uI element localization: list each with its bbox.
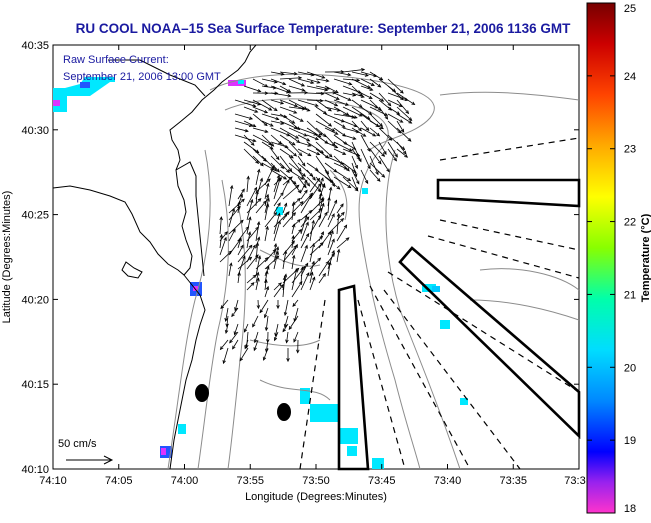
x-tick-label: 74:05 [105, 475, 133, 487]
sst-patch [362, 188, 368, 194]
sst-patch [53, 100, 60, 106]
map-title: RU COOL NOAA–15 Sea Surface Temperature:… [76, 21, 571, 36]
radar-station-marker [277, 403, 291, 421]
y-tick-label: 40:10 [21, 464, 49, 476]
sst-patch [178, 424, 186, 434]
sst-patch [338, 428, 358, 444]
x-tick-label: 74:10 [39, 475, 67, 487]
sst-patch [440, 320, 450, 329]
y-tick-label: 40:20 [21, 294, 49, 306]
colorbar-tick-label: 18 [624, 503, 636, 515]
colorbar-tick-label: 23 [624, 144, 636, 156]
x-tick-label: 73:55 [236, 475, 264, 487]
sst-patch [347, 446, 357, 456]
colorbar-label: Temperature (°C) [640, 213, 651, 302]
current-label-line1: Raw Surface Current: [63, 54, 169, 66]
colorbar-tick-label: 20 [624, 362, 636, 374]
x-axis-label: Longitude (Degrees:Minutes) [245, 491, 387, 503]
current-label-line2: September 21, 2006 13:00 GMT [63, 71, 221, 83]
x-tick-label: 73:45 [368, 475, 396, 487]
x-tick-label: 73:35 [499, 475, 527, 487]
colorbar-tick-label: 21 [624, 289, 636, 301]
sst-patch [310, 404, 338, 422]
scale-arrow-label: 50 cm/s [58, 438, 97, 450]
y-tick-label: 40:25 [21, 210, 49, 222]
sst-patch [432, 286, 440, 292]
x-tick-label: 73:40 [434, 475, 462, 487]
colorbar-tick-label: 19 [624, 435, 636, 447]
x-tick-label: 73:50 [302, 475, 330, 487]
y-tick-label: 40:35 [21, 40, 49, 52]
colorbar-tick-label: 22 [624, 217, 636, 229]
radar-station-marker [195, 384, 209, 402]
y-axis-label: Latitude (Degrees:Minutes) [1, 191, 13, 324]
x-tick-label: 73:3 [564, 475, 585, 487]
colorbar-tick-label: 25 [624, 3, 636, 15]
sst-patch [238, 80, 244, 84]
sst-patch [161, 448, 166, 455]
colorbar-tick-label: 24 [624, 71, 636, 83]
colorbar [587, 3, 615, 513]
y-tick-label: 40:15 [21, 379, 49, 391]
x-tick-label: 74:00 [171, 475, 199, 487]
y-tick-label: 40:30 [21, 125, 49, 137]
